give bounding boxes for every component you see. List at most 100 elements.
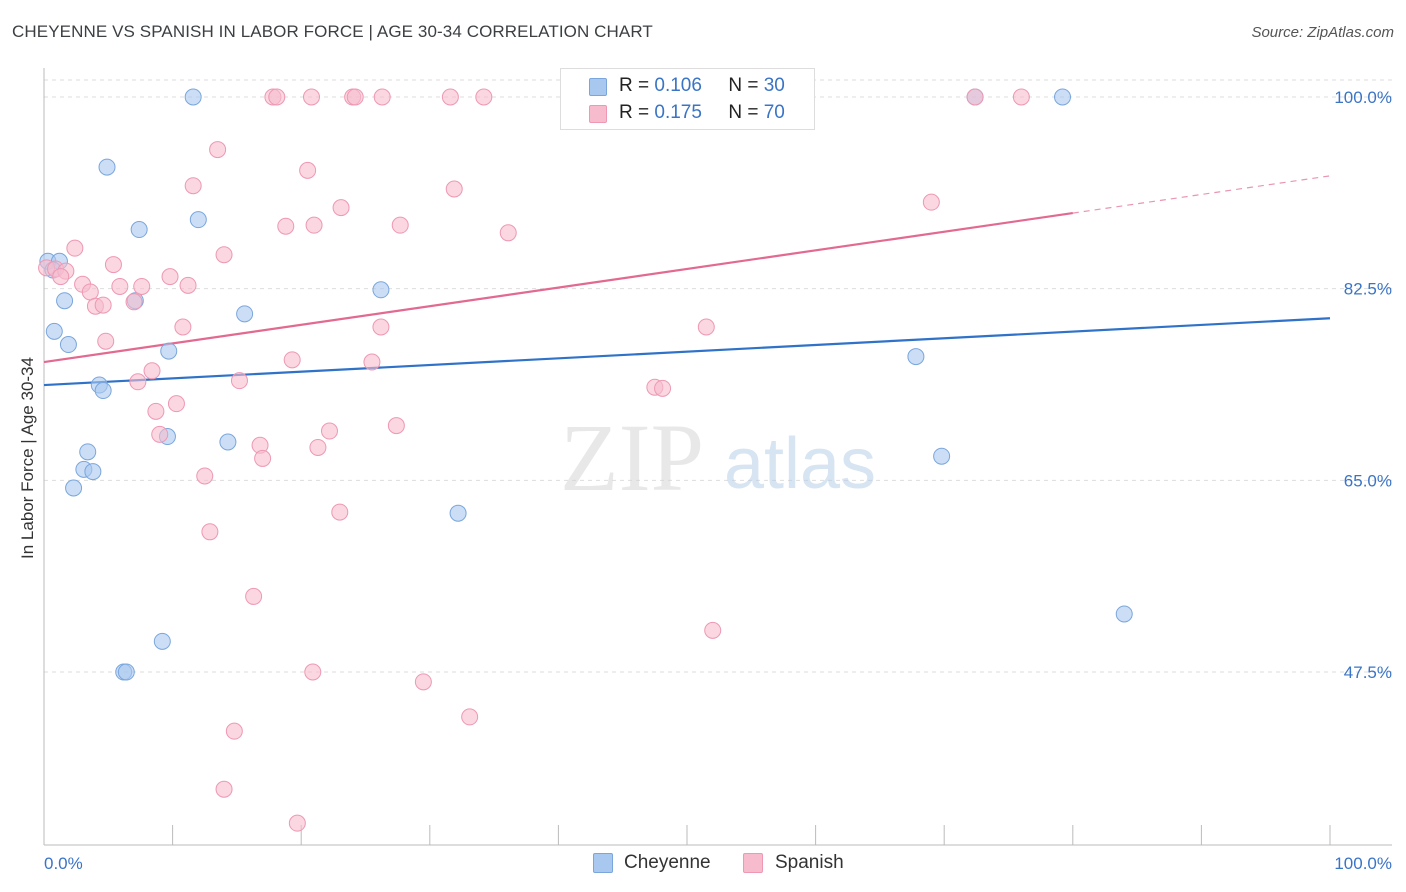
data-points <box>38 88 1133 832</box>
cheyenne-stats: R = 0.106 N = 30 <box>619 75 785 97</box>
spanish-point <box>184 177 202 195</box>
spanish-trend-line <box>43 212 1073 364</box>
spanish-point <box>966 88 984 106</box>
spanish-point <box>1012 88 1030 106</box>
cheyenne-point <box>449 504 467 522</box>
spanish-point <box>346 88 364 106</box>
spanish-point <box>461 708 479 726</box>
cheyenne-point <box>1054 88 1072 106</box>
bottom-legend-spanish-swatch <box>743 853 763 873</box>
spanish-point <box>320 422 338 440</box>
cheyenne-n-label: N = <box>728 75 759 96</box>
spanish-point <box>167 395 185 413</box>
spanish-point <box>445 180 463 198</box>
cheyenne-point <box>84 463 102 481</box>
trend-lines <box>43 175 1331 387</box>
spanish-point <box>475 88 493 106</box>
spanish-point <box>111 277 129 295</box>
cheyenne-point <box>117 663 135 681</box>
spanish-point <box>133 277 151 295</box>
spanish-point <box>441 88 459 106</box>
cheyenne-point <box>56 292 74 310</box>
spanish-point <box>147 402 165 420</box>
spanish-point <box>704 621 722 639</box>
spanish-n-label: N = <box>728 102 759 123</box>
watermark-zip: ZIP <box>560 404 704 511</box>
spanish-point <box>143 362 161 380</box>
cheyenne-point <box>45 322 63 340</box>
spanish-point <box>225 722 243 740</box>
spanish-point <box>305 216 323 234</box>
x-tick-label-min: 0.0% <box>44 854 83 873</box>
spanish-point <box>201 523 219 541</box>
spanish-point <box>254 449 272 467</box>
spanish-point <box>125 293 143 311</box>
spanish-point <box>97 332 115 350</box>
cheyenne-point <box>219 433 237 451</box>
spanish-point <box>414 673 432 691</box>
cheyenne-point <box>933 447 951 465</box>
cheyenne-point <box>236 305 254 323</box>
cheyenne-point <box>130 221 148 239</box>
spanish-swatch <box>589 105 607 123</box>
spanish-point <box>277 217 295 235</box>
spanish-point <box>94 296 112 314</box>
spanish-point <box>304 663 322 681</box>
spanish-point <box>215 246 233 264</box>
y-tick-label: 47.5% <box>1344 663 1392 682</box>
x-tick-label-max: 100.0% <box>1334 854 1392 873</box>
stats-legend: R = 0.106 N = 30 R = 0.175 N = 70 <box>560 68 815 130</box>
spanish-point <box>209 141 227 159</box>
spanish-point <box>922 193 940 211</box>
spanish-point <box>363 353 381 371</box>
bottom-legend-cheyenne: Cheyenne <box>624 852 711 873</box>
cheyenne-point <box>372 281 390 299</box>
spanish-point <box>129 373 147 391</box>
y-tick-label: 65.0% <box>1344 471 1392 490</box>
cheyenne-point <box>189 211 207 229</box>
spanish-point <box>299 161 317 179</box>
spanish-point <box>332 199 350 217</box>
watermark-atlas: atlas <box>724 424 876 504</box>
bottom-legend-spanish: Spanish <box>775 852 844 873</box>
spanish-stats: R = 0.175 N = 70 <box>619 102 785 124</box>
spanish-point <box>151 425 169 443</box>
spanish-point <box>331 503 349 521</box>
spanish-point <box>81 283 99 301</box>
axes <box>43 68 1392 846</box>
source-label: Source: ZipAtlas.com <box>1251 24 1394 41</box>
spanish-point <box>268 88 286 106</box>
cheyenne-point <box>65 479 83 497</box>
spanish-point <box>283 351 301 369</box>
spanish-point <box>179 276 197 294</box>
spanish-point <box>373 88 391 106</box>
cheyenne-point <box>94 382 112 400</box>
spanish-point <box>697 318 715 336</box>
spanish-point <box>161 268 179 286</box>
cheyenne-point <box>98 158 116 176</box>
cheyenne-point <box>59 336 77 354</box>
cheyenne-point <box>153 632 171 650</box>
spanish-point <box>372 318 390 336</box>
y-tick-label: 82.5% <box>1344 280 1392 299</box>
chart-title: CHEYENNE VS SPANISH IN LABOR FORCE | AGE… <box>12 22 653 41</box>
cheyenne-point <box>1115 605 1133 623</box>
spanish-point <box>174 318 192 336</box>
cheyenne-point <box>907 348 925 366</box>
spanish-point <box>391 216 409 234</box>
spanish-point <box>288 814 306 832</box>
y-tick-label: 100.0% <box>1334 88 1392 107</box>
spanish-trend-extension <box>1072 175 1331 214</box>
cheyenne-point <box>184 88 202 106</box>
spanish-point <box>230 372 248 390</box>
spanish-r-value: 0.175 <box>654 102 702 123</box>
cheyenne-r-value: 0.106 <box>654 75 702 96</box>
spanish-point <box>654 379 672 397</box>
y-axis-label: In Labor Force | Age 30-34 <box>18 357 37 559</box>
spanish-point <box>66 239 84 257</box>
spanish-point <box>104 256 122 274</box>
tick-labels: 47.5% 65.0% 82.5% 100.0% 0.0% 100.0% <box>44 88 1392 873</box>
spanish-point <box>215 780 233 798</box>
spanish-point <box>196 467 214 485</box>
